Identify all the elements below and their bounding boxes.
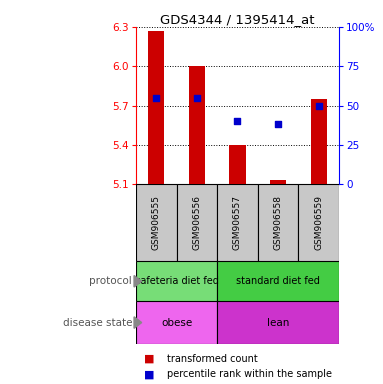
Point [275,121,281,127]
Bar [136,184,177,261]
Text: transformed count: transformed count [167,354,257,364]
Point [194,95,200,101]
Text: cafeteria diet fed: cafeteria diet fed [135,276,218,286]
Bar [136,261,217,301]
Text: GSM906556: GSM906556 [192,195,201,250]
Text: disease state: disease state [63,318,132,328]
Text: standard diet fed: standard diet fed [236,276,320,286]
Text: ■: ■ [144,354,154,364]
Bar [217,301,339,344]
Text: GSM906555: GSM906555 [152,195,161,250]
Text: percentile rank within the sample: percentile rank within the sample [167,369,332,379]
Bar [177,184,217,261]
Bar [311,99,327,184]
Text: protocol: protocol [89,276,132,286]
Text: ■: ■ [144,369,154,379]
Text: lean: lean [267,318,289,328]
Title: GDS4344 / 1395414_at: GDS4344 / 1395414_at [160,13,315,26]
Bar [217,184,258,261]
Text: GSM906557: GSM906557 [233,195,242,250]
Text: GSM906559: GSM906559 [314,195,323,250]
Bar [229,145,246,184]
Bar [258,184,298,261]
Point [153,95,159,101]
Text: GSM906558: GSM906558 [273,195,283,250]
Text: obese: obese [161,318,192,328]
Bar [217,261,339,301]
Bar [270,180,286,184]
Point [234,118,241,124]
Bar [189,66,205,184]
Point [316,103,322,109]
Bar [136,301,217,344]
Bar [298,184,339,261]
Bar [148,31,164,184]
